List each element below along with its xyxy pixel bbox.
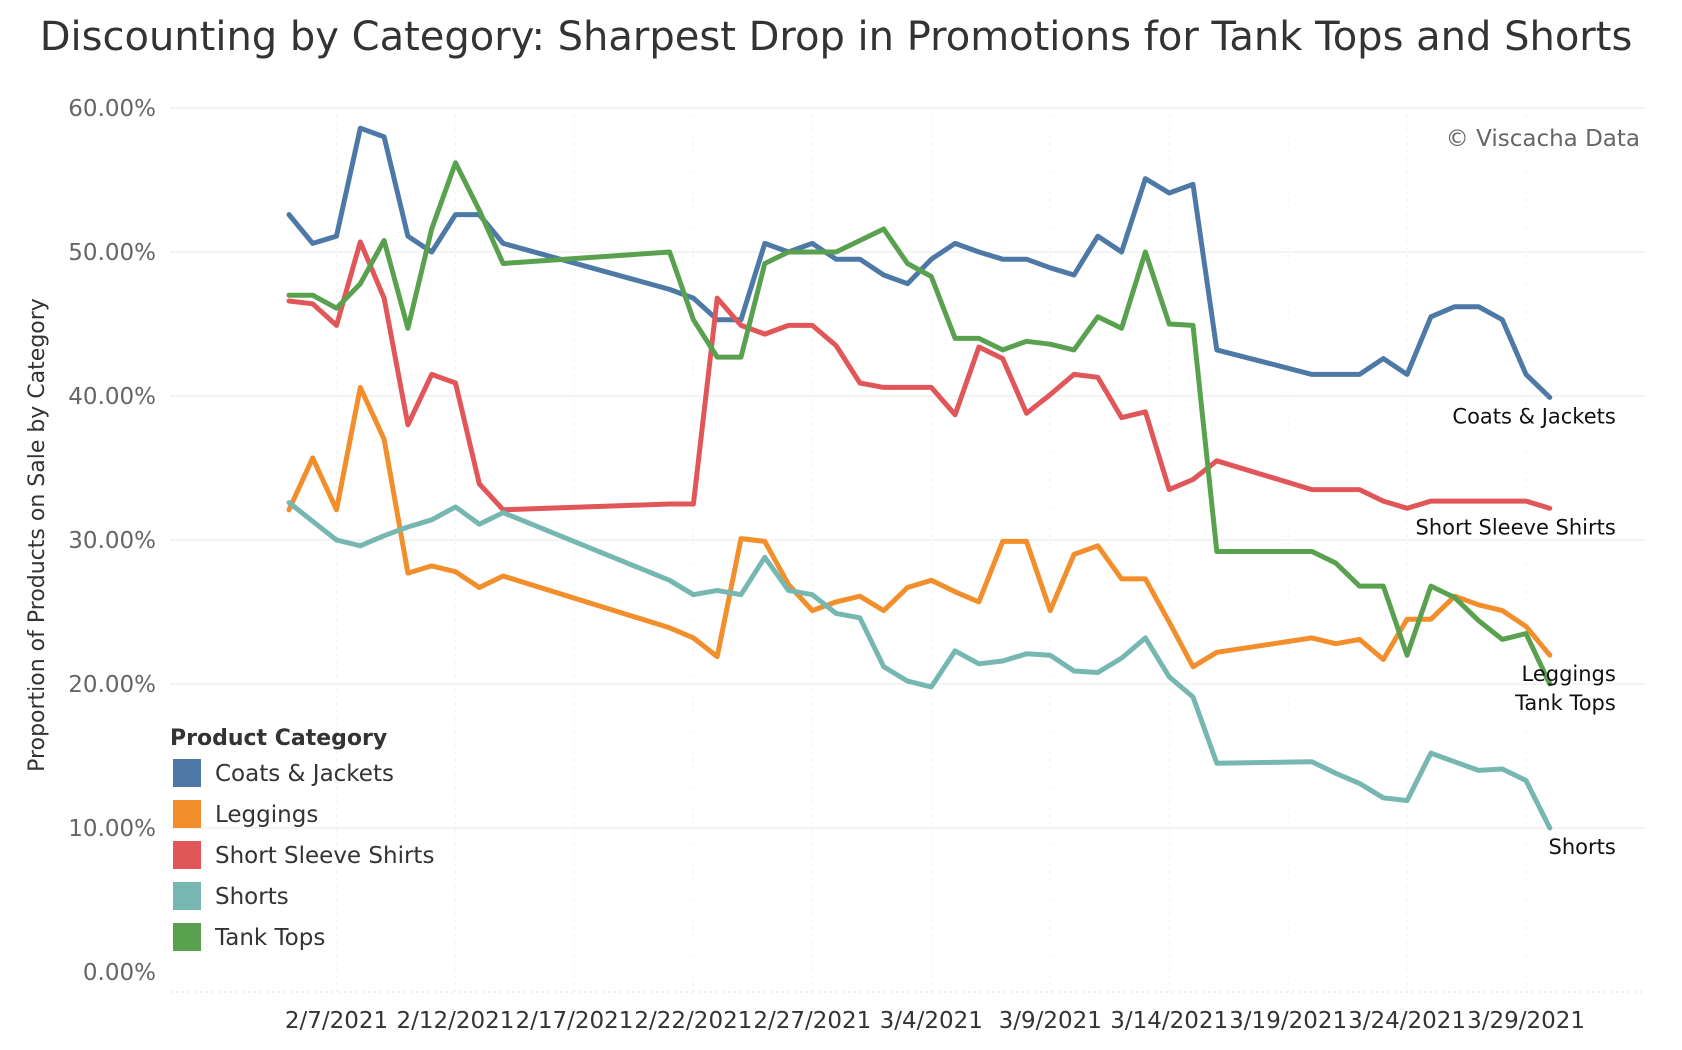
x-tick-label: 3/19/2021 (1229, 1008, 1347, 1034)
x-tick-label: 3/29/2021 (1467, 1008, 1585, 1034)
legend-swatch (173, 800, 201, 828)
legend-swatch (173, 923, 201, 951)
x-tick-label: 3/14/2021 (1110, 1008, 1228, 1034)
x-tick-label: 3/9/2021 (999, 1008, 1102, 1034)
series-line-shorts (286, 500, 1553, 831)
x-tick-label: 2/7/2021 (285, 1008, 388, 1034)
x-tick-label: 2/12/2021 (397, 1008, 515, 1034)
y-tick-label: 60.00% (68, 96, 156, 122)
end-label: Tank Tops (1514, 691, 1616, 715)
legend-label: Shorts (215, 884, 289, 910)
series-line-leggings (286, 384, 1553, 670)
series-line-coats-jackets (286, 125, 1553, 400)
y-tick-label: 10.00% (68, 816, 156, 842)
chart-title: Discounting by Category: Sharpest Drop i… (40, 14, 1633, 60)
end-label: Leggings (1522, 662, 1616, 686)
x-tick-label: 3/24/2021 (1348, 1008, 1466, 1034)
legend-label: Coats & Jackets (215, 761, 394, 787)
legend-label: Short Sleeve Shirts (215, 843, 434, 869)
series-lines (286, 125, 1553, 831)
x-tick-label: 2/27/2021 (753, 1008, 871, 1034)
x-tick-label: 3/4/2021 (880, 1008, 983, 1034)
x-tick-label: 2/17/2021 (515, 1008, 633, 1034)
y-axis-ticks: 0.00% 10.00% 20.00% 30.00% 40.00% 50.00% 60.00… (68, 96, 156, 986)
legend-label: Tank Tops (214, 925, 325, 951)
series-end-labels: Coats & Jackets Short Sleeve Shirts Leggin… (1415, 404, 1615, 859)
end-label: Short Sleeve Shirts (1415, 515, 1615, 539)
y-tick-label: 30.00% (68, 528, 156, 554)
grid-lines (170, 107, 1645, 993)
legend-swatch (173, 882, 201, 910)
y-axis-label: Proportion of Products on Sale by Catego… (25, 298, 50, 772)
end-label: Coats & Jackets (1452, 404, 1615, 428)
legend-swatch (173, 841, 201, 869)
legend-items: Coats & Jackets Leggings Short Sleeve Shir… (173, 759, 434, 951)
legend: Product Category Coats & Jackets Leggings… (170, 726, 434, 951)
series-line-short-sleeve-shirts (286, 239, 1553, 513)
series-line-tank-tops (286, 160, 1553, 687)
y-tick-label: 0.00% (83, 960, 156, 986)
legend-label: Leggings (215, 802, 318, 828)
y-tick-label: 20.00% (68, 672, 156, 698)
x-axis-ticks: 2/7/2021 2/12/2021 2/17/2021 2/22/2021 2/27/… (285, 1008, 1585, 1034)
x-tick-label: 2/22/2021 (634, 1008, 752, 1034)
legend-title: Product Category (170, 726, 387, 751)
legend-swatch (173, 759, 201, 787)
end-label: Shorts (1549, 835, 1616, 859)
y-tick-label: 40.00% (68, 384, 156, 410)
credit-text: © Viscacha Data (1446, 126, 1640, 152)
y-tick-label: 50.00% (68, 240, 156, 266)
